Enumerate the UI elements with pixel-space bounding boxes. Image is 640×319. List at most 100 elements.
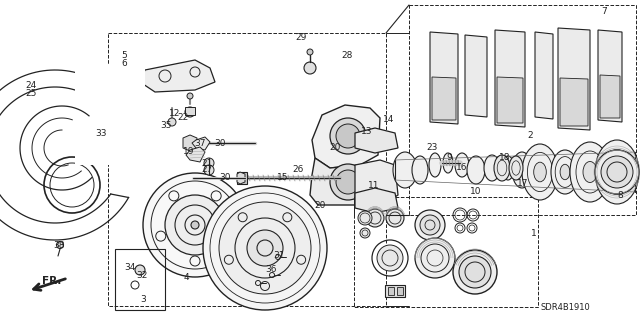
Ellipse shape [560,164,570,180]
Text: 9: 9 [446,152,452,161]
Text: 12: 12 [170,108,180,117]
Text: 24: 24 [26,80,36,90]
Ellipse shape [570,142,610,202]
Text: 30: 30 [220,174,231,182]
Polygon shape [598,30,622,122]
Polygon shape [497,77,523,123]
Text: 37: 37 [195,138,205,147]
Text: 36: 36 [265,265,276,275]
Circle shape [304,62,316,74]
Ellipse shape [494,155,510,181]
Polygon shape [600,75,620,118]
Text: 25: 25 [26,88,36,98]
Circle shape [143,173,247,277]
Text: 13: 13 [361,128,372,137]
Text: 16: 16 [456,164,468,173]
Text: 14: 14 [383,115,395,124]
Text: 3: 3 [140,294,146,303]
Text: 22: 22 [177,114,189,122]
Polygon shape [140,60,215,92]
Ellipse shape [429,153,441,177]
Text: 8: 8 [617,190,623,199]
Circle shape [415,210,445,240]
Ellipse shape [467,156,485,184]
Text: 2: 2 [527,130,533,139]
Circle shape [459,256,491,288]
Polygon shape [465,35,487,117]
Polygon shape [558,28,590,130]
Text: 6: 6 [121,58,127,68]
Circle shape [96,129,104,137]
Polygon shape [355,128,398,153]
Text: 17: 17 [517,179,529,188]
Polygon shape [560,78,588,126]
Bar [185,107,195,115]
Text: 18: 18 [499,153,511,162]
Circle shape [204,158,214,168]
Text: 28: 28 [341,50,353,60]
Text: 29: 29 [295,33,307,42]
Polygon shape [192,137,210,150]
Ellipse shape [512,152,532,188]
Text: 4: 4 [183,273,189,283]
Circle shape [386,209,404,227]
Bar [385,285,405,297]
Text: 10: 10 [470,188,482,197]
Text: 11: 11 [368,182,380,190]
Text: 15: 15 [277,174,289,182]
Circle shape [336,124,360,148]
Circle shape [360,228,370,238]
Circle shape [595,150,639,194]
Text: 21: 21 [202,159,212,167]
Polygon shape [430,32,458,124]
Bar [108,33,386,306]
Text: 23: 23 [426,143,438,152]
Circle shape [377,245,403,271]
Ellipse shape [551,150,579,194]
Text: 34: 34 [124,263,136,272]
Circle shape [601,156,633,188]
Circle shape [219,202,311,294]
Ellipse shape [455,153,469,177]
Circle shape [204,165,214,175]
Polygon shape [237,172,245,184]
Circle shape [203,186,327,310]
Text: 19: 19 [183,147,195,157]
Ellipse shape [609,161,625,183]
Ellipse shape [583,161,597,182]
Circle shape [330,118,366,154]
Text: 35: 35 [160,121,172,130]
Polygon shape [183,135,197,151]
Circle shape [420,215,440,235]
Ellipse shape [502,156,514,180]
Circle shape [358,211,372,225]
Bar [409,5,636,215]
Text: 27: 27 [202,166,212,174]
Text: 30: 30 [214,138,226,147]
Circle shape [135,265,145,275]
Circle shape [165,195,225,255]
Ellipse shape [412,156,428,184]
Circle shape [415,238,455,278]
Circle shape [185,107,195,117]
Polygon shape [310,158,375,205]
Circle shape [191,221,199,229]
Circle shape [168,118,176,126]
Bar [115,249,165,310]
Ellipse shape [509,156,523,180]
Ellipse shape [522,144,558,200]
Text: 26: 26 [292,165,304,174]
Polygon shape [495,30,525,127]
Text: 20: 20 [330,144,340,152]
Bar [388,287,394,295]
Circle shape [453,250,497,294]
Ellipse shape [534,162,547,182]
Polygon shape [312,105,380,168]
Text: 5: 5 [121,50,127,60]
Polygon shape [355,188,398,213]
Polygon shape [535,32,553,119]
Polygon shape [355,160,398,205]
Bar [237,172,247,184]
Text: 32: 32 [136,271,148,280]
Polygon shape [186,147,205,162]
